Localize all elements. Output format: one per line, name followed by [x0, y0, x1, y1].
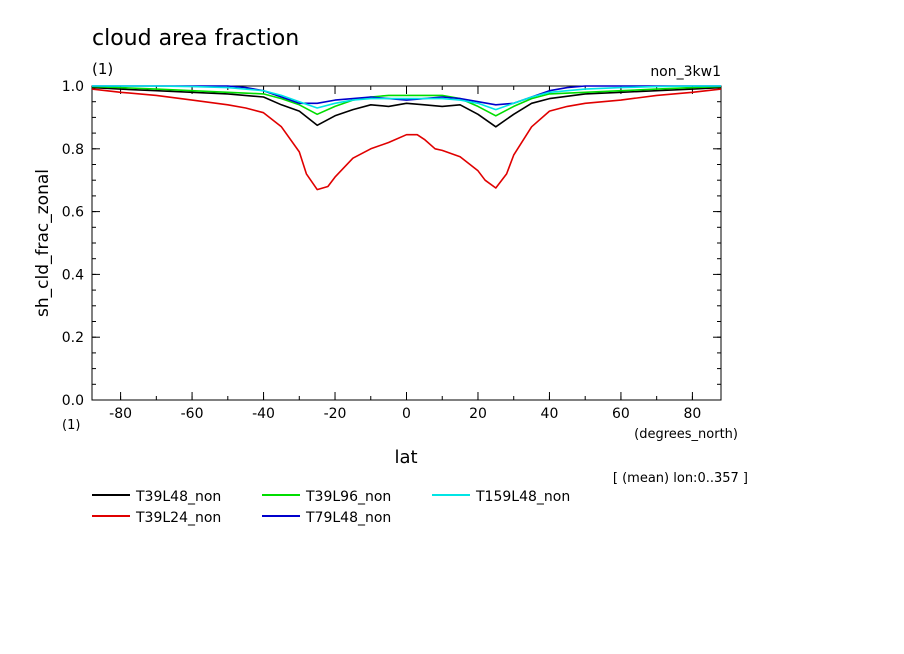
y-tick-label: 0.2	[62, 330, 84, 346]
legend-label: T159L48_non	[475, 489, 570, 505]
x-axis-units: (degrees_north)	[634, 427, 738, 442]
x-tick-label: 20	[469, 406, 487, 422]
legend-label: T39L96_non	[305, 489, 391, 505]
y-tick-label: 0.0	[62, 393, 84, 409]
legend-label: T79L48_non	[305, 510, 391, 526]
plot-area: -80 -60 -40 -20 0 20 40 60 80 0.0 0.2 0.4 0.6 0.8 1.0	[62, 79, 722, 422]
y-axis-label: sh_cld_frac_zonal	[33, 169, 53, 317]
x-tick-label: -40	[252, 406, 275, 422]
y-tick-label: 0.8	[62, 142, 84, 158]
plot-frame	[91, 85, 722, 401]
series-line-T39L24_non	[91, 88, 722, 191]
x-tick-label: -80	[109, 406, 132, 422]
x-tick-label: 60	[612, 406, 630, 422]
chart-title: cloud area fraction	[92, 26, 299, 51]
mean-note: [ (mean) lon:0..357 ]	[613, 471, 748, 486]
x-tick-label: 80	[683, 406, 701, 422]
chart-subtitle-right: non_3kw1	[650, 64, 721, 80]
x-tick-label: 40	[541, 406, 559, 422]
series-line-T159L48_non	[92, 85, 721, 111]
legend: T39L48_non T39L24_non T39L96_non T79L48_non…	[92, 489, 570, 526]
y-tick-label: 0.4	[62, 267, 84, 283]
title-units: (1)	[92, 60, 113, 78]
y-axis-units: (1)	[62, 418, 80, 433]
x-tick-label: -20	[324, 406, 347, 422]
y-tick-label: 0.6	[62, 205, 84, 221]
y-tick-label: 1.0	[62, 79, 84, 95]
x-tick-label: -60	[181, 406, 204, 422]
x-axis-label: lat	[394, 447, 417, 468]
series-line-T39L96_non	[91, 85, 722, 117]
x-tick-label: 0	[402, 406, 411, 422]
legend-label: T39L24_non	[135, 510, 221, 526]
legend-label: T39L48_non	[135, 489, 221, 505]
series-line-T39L48_non	[91, 86, 722, 128]
series-line-T79L48_non	[92, 85, 721, 106]
